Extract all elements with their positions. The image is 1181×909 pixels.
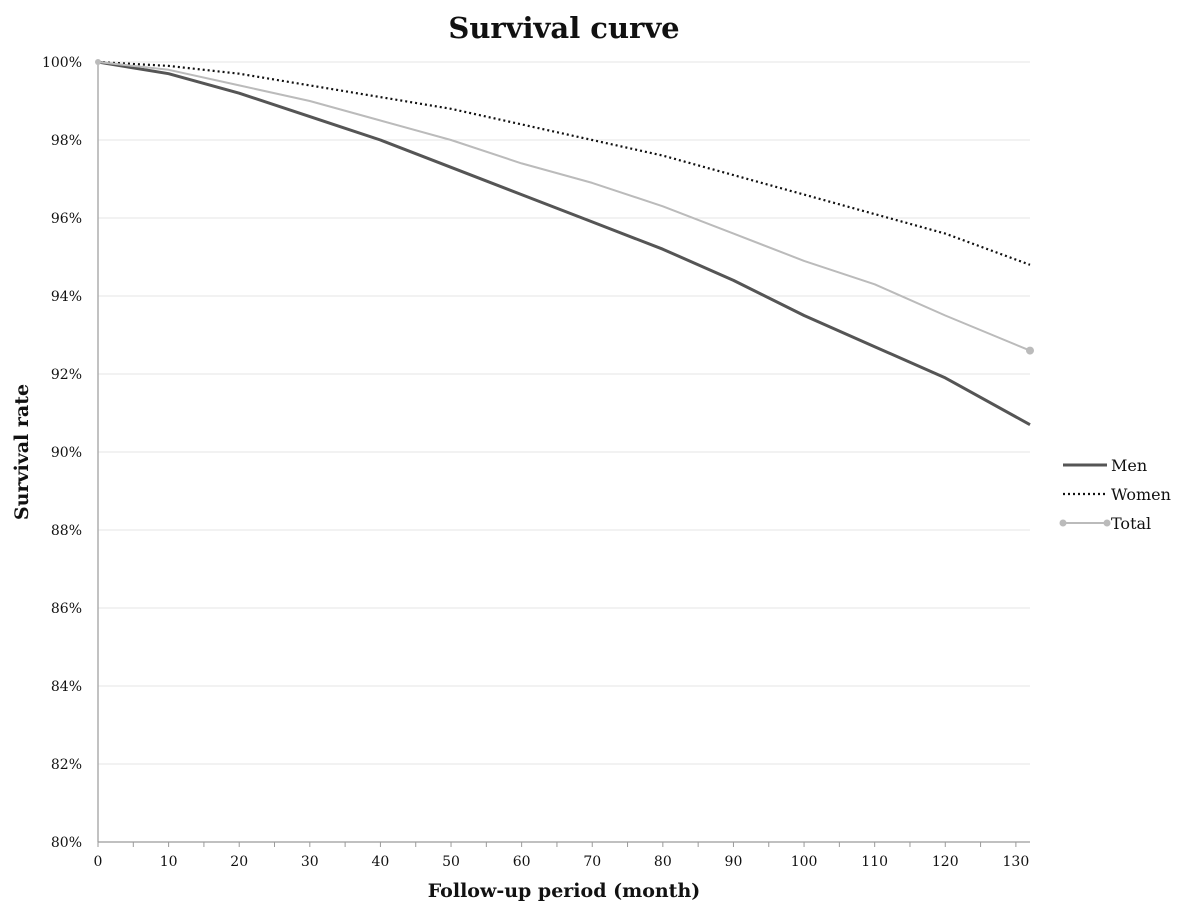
y-tick-label: 92% [51, 367, 82, 383]
series-lines [95, 59, 1034, 427]
x-ticks: 0 10 20 30 40 50 60 70 80 90 100 110 120 130 [94, 842, 1030, 870]
y-tick-label: 90% [51, 445, 82, 461]
x-tick-label: 30 [301, 854, 319, 870]
y-tick-label: 82% [51, 757, 82, 773]
x-tick-label: 80 [654, 854, 672, 870]
y-tick-label: 100% [42, 55, 82, 71]
y-tick-label: 80% [51, 835, 82, 851]
x-tick-label: 60 [513, 854, 531, 870]
y-tick-label: 98% [51, 133, 82, 149]
legend-marker-total-left [1059, 519, 1067, 527]
legend: Men Women Total [1059, 456, 1171, 533]
chart-title: Survival curve [448, 11, 679, 45]
y-ticks: 80% 82% 84% 86% 88% 90% 92% 94% 96% 98% 100% [42, 55, 82, 851]
x-tick-label: 110 [861, 854, 888, 870]
legend-label-total: Total [1111, 514, 1151, 533]
x-tick-label: 10 [160, 854, 178, 870]
series-line-men [97, 60, 1031, 427]
y-tick-label: 96% [51, 211, 82, 227]
legend-label-men: Men [1111, 456, 1147, 475]
series-line-total [97, 61, 1031, 352]
x-axis-title: Follow-up period (month) [428, 880, 701, 902]
y-tick-label: 84% [51, 679, 82, 695]
y-tick-label: 94% [51, 289, 82, 305]
x-tick-label: 70 [583, 854, 601, 870]
series-point-total-start [95, 59, 101, 65]
x-tick-label: 20 [230, 854, 248, 870]
legend-label-women: Women [1111, 485, 1171, 504]
series-line-women [97, 60, 1031, 266]
series-point-total-end [1026, 346, 1034, 355]
x-tick-label: 120 [932, 854, 959, 870]
x-tick-label: 50 [442, 854, 460, 870]
y-tick-label: 86% [51, 601, 82, 617]
y-tick-label: 88% [51, 523, 82, 539]
legend-marker-total-right [1103, 519, 1111, 527]
x-tick-label: 130 [1003, 854, 1030, 870]
x-tick-label: 100 [791, 854, 818, 870]
x-tick-label: 0 [94, 854, 103, 870]
x-tick-label: 40 [372, 854, 390, 870]
gridlines [98, 61, 1030, 765]
x-tick-label: 90 [725, 854, 743, 870]
y-axis-title: Survival rate [11, 384, 33, 520]
